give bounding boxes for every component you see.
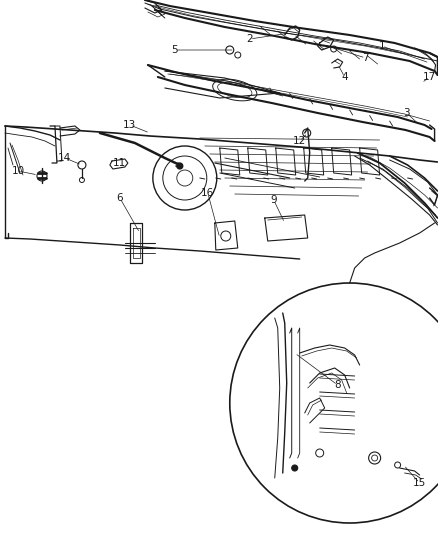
Text: 16: 16 (201, 188, 215, 198)
Circle shape (177, 163, 183, 169)
Text: 17: 17 (423, 72, 436, 82)
Text: 10: 10 (11, 166, 25, 176)
Text: 14: 14 (58, 153, 71, 163)
Text: 15: 15 (413, 478, 426, 488)
Text: 6: 6 (117, 193, 123, 203)
Text: 4: 4 (341, 72, 348, 82)
Text: 9: 9 (270, 195, 277, 205)
Text: 13: 13 (123, 120, 137, 130)
Text: 2: 2 (247, 34, 253, 44)
Text: 8: 8 (334, 380, 341, 390)
Circle shape (292, 465, 298, 471)
Text: 5: 5 (172, 45, 178, 55)
Text: 1: 1 (378, 41, 385, 51)
Text: 7: 7 (362, 53, 369, 63)
Text: 11: 11 (113, 158, 127, 168)
Text: 3: 3 (403, 108, 410, 118)
Text: 12: 12 (293, 136, 306, 146)
